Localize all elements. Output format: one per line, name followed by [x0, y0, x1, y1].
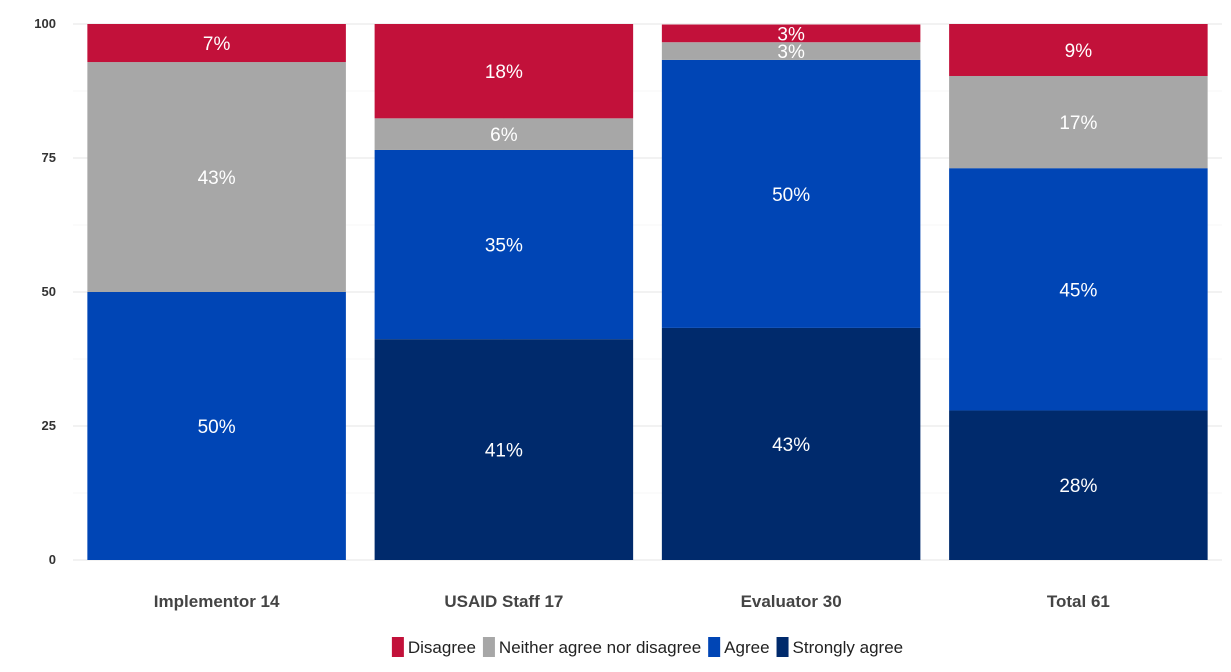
bar-segment	[374, 118, 634, 150]
y-tick-label: 0	[49, 552, 56, 567]
x-tick-label: Evaluator 30	[741, 592, 842, 611]
data-label: 41%	[485, 441, 523, 462]
data-label: 45%	[1059, 280, 1097, 301]
bar-segment	[661, 59, 921, 328]
legend-key	[482, 637, 495, 657]
legend-key	[708, 637, 721, 657]
data-label: 35%	[485, 236, 523, 257]
legend: Disagree Neither agree nor disagree Agree S…	[391, 637, 904, 657]
x-tick-label: Implementor 14	[154, 592, 280, 611]
data-label: 43%	[198, 168, 236, 189]
bar-segment	[374, 149, 634, 340]
y-tick-label: 25	[42, 418, 56, 433]
data-label: 6%	[490, 125, 518, 146]
legend-label: Strongly agree	[793, 638, 904, 657]
y-tick-label: 75	[42, 150, 56, 165]
data-label: 50%	[772, 185, 810, 206]
bar-segment	[374, 24, 634, 119]
data-label: 18%	[485, 62, 523, 83]
bar-segment	[87, 24, 346, 63]
bar-segment	[87, 292, 346, 560]
data-label: 3%	[777, 42, 805, 63]
bar-segment	[661, 42, 921, 60]
data-label: 43%	[772, 435, 810, 456]
legend-key	[391, 637, 404, 657]
data-label: 3%	[777, 24, 805, 45]
bar-segment	[374, 339, 634, 560]
legend-label: Neither agree nor disagree	[499, 638, 701, 657]
bar-segment	[949, 410, 1208, 560]
bars	[87, 24, 1208, 560]
data-label: 17%	[1059, 113, 1097, 134]
bar-segment	[87, 62, 346, 292]
y-tick-label: 100	[34, 16, 56, 31]
data-label: 9%	[1065, 41, 1093, 62]
x-tick-label: Total 61	[1047, 592, 1110, 611]
axes: 0 25 50 75 100 Implementor 14 USAID Staff 17 Ev…	[34, 16, 1110, 611]
x-tick-label: USAID Staff 17	[444, 592, 563, 611]
bar-segment	[949, 24, 1208, 76]
data-label: 28%	[1059, 476, 1097, 497]
bar-segment	[661, 327, 921, 560]
segment-labels: 50% 43% 7% 41% 35% 6% 18% 43% 50% 3%3% 28% 45% 17% 9%	[198, 24, 1098, 497]
legend-key	[776, 637, 789, 657]
data-label: 7%	[203, 34, 231, 55]
bar-segment	[949, 168, 1208, 411]
legend-label: Disagree	[408, 638, 476, 657]
y-tick-label: 50	[42, 284, 56, 299]
data-label: 50%	[198, 417, 236, 438]
bar-segment	[661, 24, 921, 43]
bar-segment	[949, 75, 1208, 169]
legend-label: Agree	[724, 638, 769, 657]
